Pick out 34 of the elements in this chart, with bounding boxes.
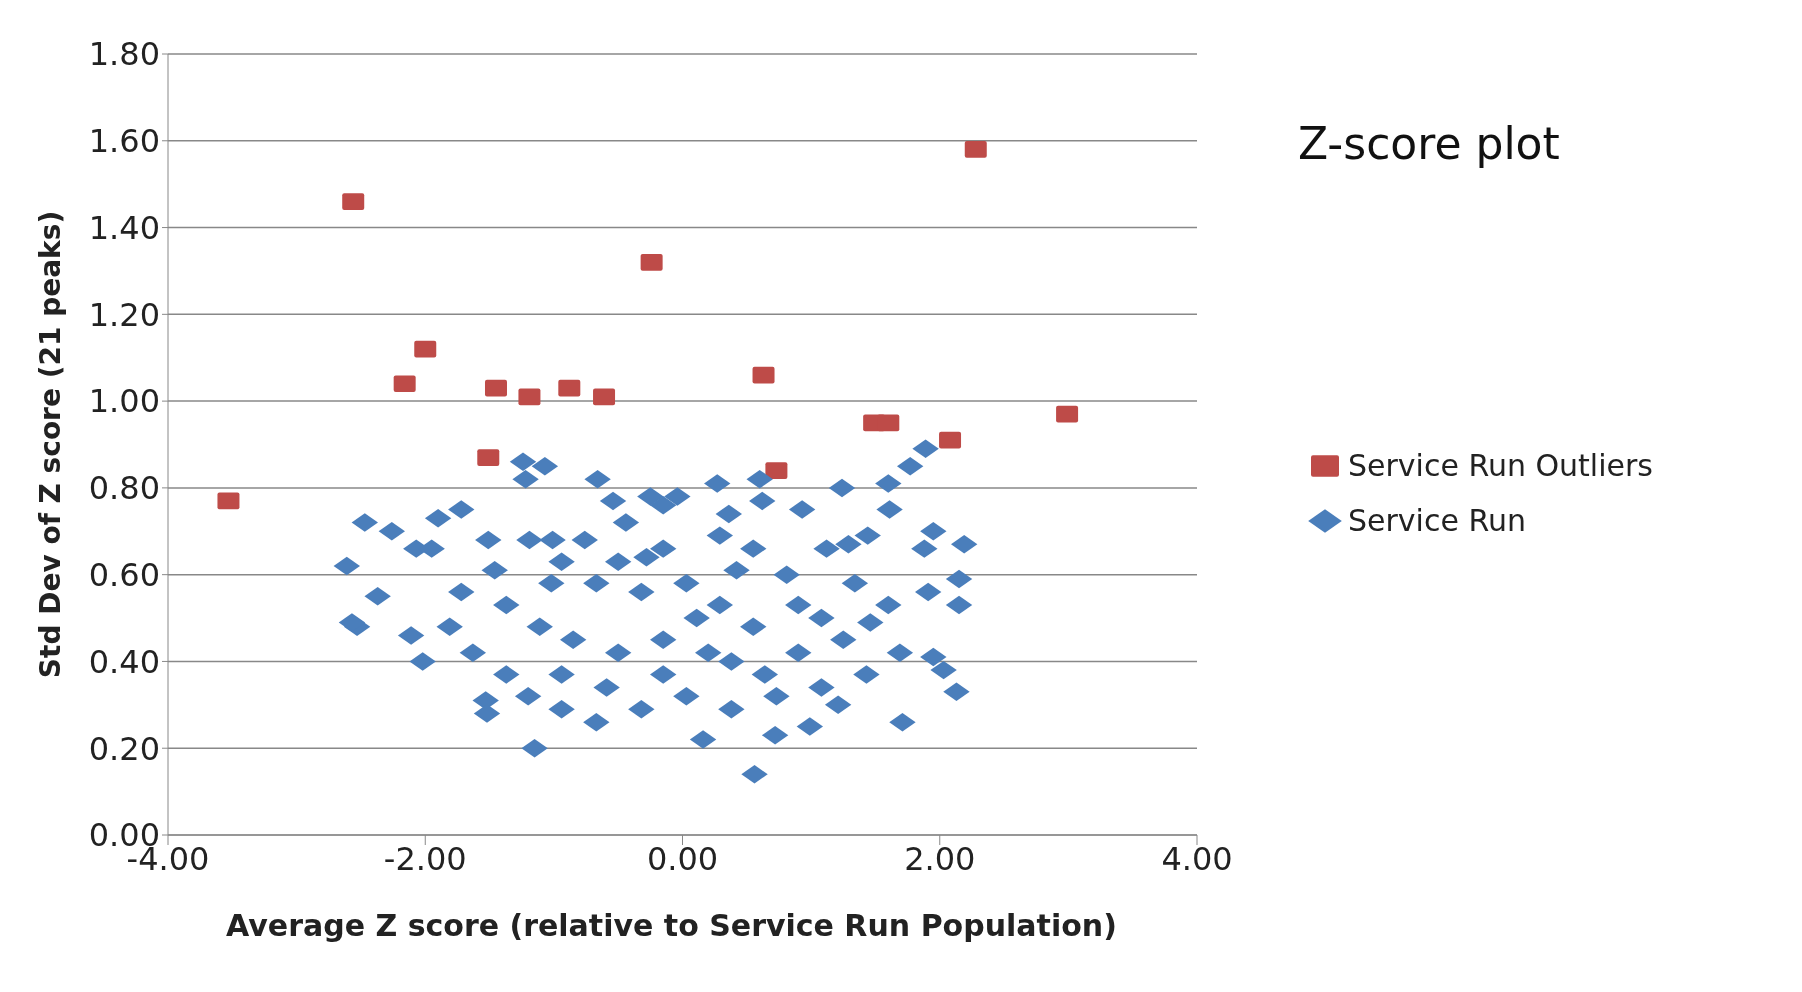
y-tick-label: 0.40 [88, 642, 160, 681]
y-tick-label: 1.00 [88, 382, 160, 421]
y-tick-label: 1.40 [88, 208, 160, 247]
point [518, 388, 541, 406]
x-tick-label: 4.00 [1161, 839, 1233, 878]
x-tick-label: -2.00 [383, 839, 467, 878]
y-tick-label: 0.60 [88, 556, 160, 595]
point [877, 414, 900, 432]
point [593, 388, 616, 406]
point [477, 449, 500, 466]
legend-label: Service Run [1348, 503, 1526, 538]
text: Z-score plot [1298, 118, 1560, 169]
y-tick-label: 1.60 [88, 122, 160, 161]
y-axis-title: Std Dev of Z score (21 peaks) [33, 210, 67, 679]
y-tick-label: 1.20 [88, 295, 160, 334]
point [939, 431, 962, 449]
y-tick-label: 0.20 [88, 729, 160, 768]
point [414, 340, 437, 358]
point [640, 253, 663, 271]
point [342, 193, 365, 210]
point [752, 366, 775, 384]
point [964, 141, 987, 158]
point [217, 492, 240, 510]
y-tick-label: 0.80 [88, 469, 160, 508]
x-tick-label: 2.00 [904, 839, 976, 878]
y-tick-label: 1.80 [88, 35, 160, 74]
x-tick-label: 0.00 [646, 839, 719, 878]
point [393, 375, 416, 393]
x-axis-title: Average Z score (relative to Service Run Population) [225, 908, 1118, 943]
point [484, 379, 507, 397]
legend-label: Service Run Outliers [1348, 448, 1653, 483]
point [765, 462, 788, 479]
point [558, 379, 581, 397]
point [1056, 405, 1079, 423]
